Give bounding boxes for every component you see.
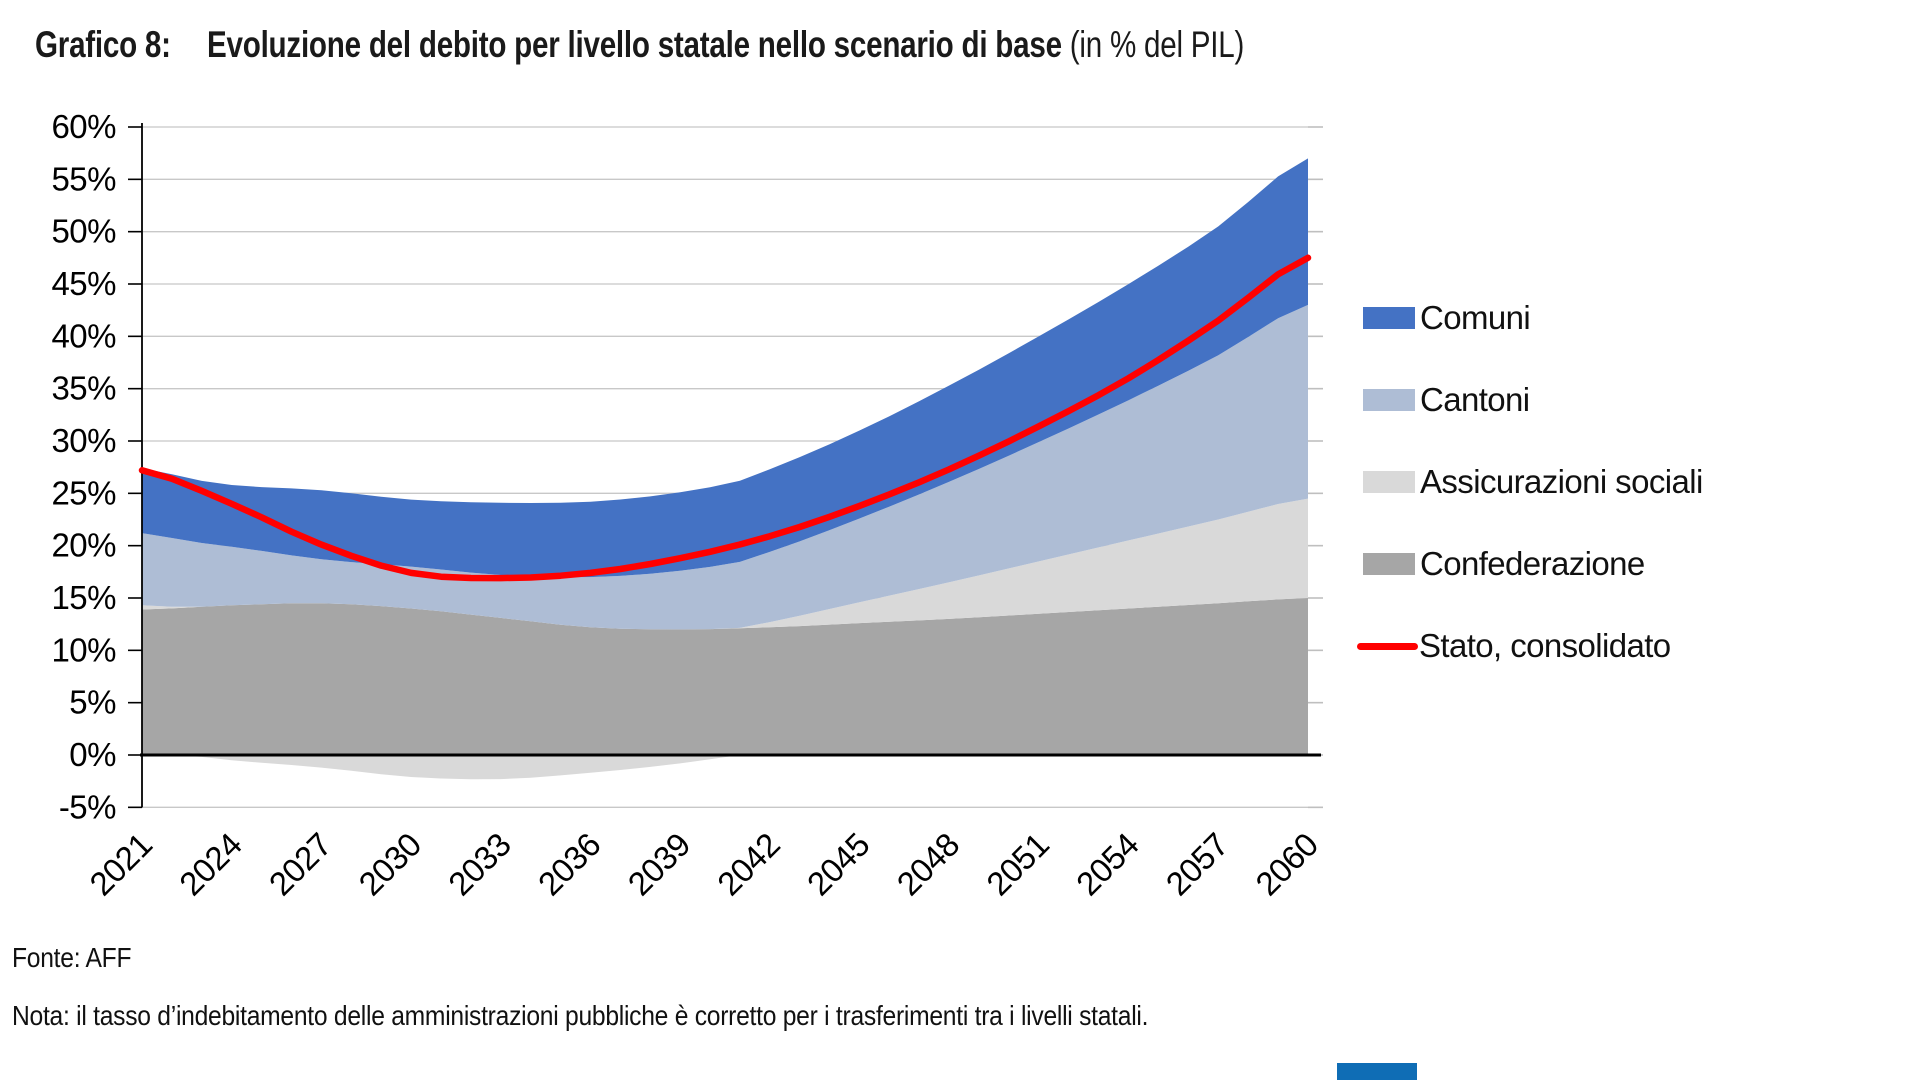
legend-item-cantoni: Cantoni bbox=[1363, 381, 1530, 418]
y-axis-tick-label: 40% bbox=[51, 317, 116, 354]
legend-label: Cantoni bbox=[1420, 381, 1530, 418]
line-stato-consolidato bbox=[138, 254, 1312, 582]
legend-label: Confederazione bbox=[1420, 545, 1645, 582]
x-axis-tick-label: 2060 bbox=[1248, 826, 1325, 903]
legend-label: Assicurazioni sociali bbox=[1420, 463, 1703, 500]
y-axis-tick-label: 20% bbox=[51, 527, 116, 564]
source-note: Fonte: AFF bbox=[12, 942, 132, 973]
x-axis-tick-label: 2045 bbox=[800, 826, 877, 903]
x-axis-tick-label: 2051 bbox=[979, 826, 1056, 903]
legend-item-confederazione: Confederazione bbox=[1363, 545, 1645, 582]
comuni-area-swatch-icon bbox=[1363, 307, 1415, 329]
y-axis-tick-label: 10% bbox=[51, 631, 116, 668]
area-assicurazioni-sociali-negative bbox=[142, 755, 1308, 780]
legend-item-assicurazioni-sociali: Assicurazioni sociali bbox=[1363, 463, 1703, 500]
cantoni-area-swatch-icon bbox=[1363, 389, 1415, 411]
area-confederazione bbox=[142, 598, 1308, 755]
footer-page-marker-square bbox=[1337, 1063, 1417, 1080]
x-axis-tick-label: 2027 bbox=[262, 826, 339, 903]
y-axis-tick-label: 25% bbox=[51, 474, 116, 511]
x-axis-tick-label: 2057 bbox=[1159, 826, 1236, 903]
y-axis-tick-label: -5% bbox=[59, 788, 116, 825]
chart-number-label: Grafico 8: bbox=[35, 24, 171, 65]
legend-item-stato-consolidato: Stato, consolidato bbox=[1357, 627, 1671, 664]
y-axis-tick-label: 30% bbox=[51, 422, 116, 459]
x-axis-tick-label: 2033 bbox=[441, 826, 518, 903]
chart-title-main: Evoluzione del debito per livello statal… bbox=[207, 24, 1062, 65]
area-comuni bbox=[142, 158, 1308, 578]
x-axis-tick-label: 2042 bbox=[710, 826, 787, 903]
legend-label: Stato, consolidato bbox=[1419, 627, 1671, 664]
x-axis-tick-label: 2054 bbox=[1069, 826, 1146, 903]
legend-label: Comuni bbox=[1420, 299, 1531, 336]
area-cantoni bbox=[142, 304, 1308, 630]
chart-title-unit: (in % del PIL) bbox=[1061, 24, 1245, 65]
x-axis-tick-label: 2039 bbox=[620, 826, 697, 903]
stato-consolidato-line-swatch-icon bbox=[1357, 642, 1418, 650]
y-axis-tick-label: 60% bbox=[51, 108, 116, 145]
confederazione-area-swatch-icon bbox=[1363, 553, 1415, 575]
area-assicurazioni-sociali-positive bbox=[142, 498, 1308, 630]
assicurazioni-sociali-area-swatch-icon bbox=[1363, 471, 1415, 493]
x-axis-tick-label: 2030 bbox=[351, 826, 428, 903]
x-axis-tick-label: 2024 bbox=[172, 826, 249, 903]
x-axis-tick-label: 2048 bbox=[889, 826, 966, 903]
x-axis-tick-label: 2021 bbox=[82, 826, 159, 903]
x-axis-tick-label: 2036 bbox=[531, 826, 608, 903]
y-axis-tick-label: 15% bbox=[51, 579, 116, 616]
chart-title: Grafico 8: Evoluzione del debito per live… bbox=[35, 24, 1244, 66]
legend-item-comuni: Comuni bbox=[1363, 299, 1531, 336]
y-axis-tick-label: 5% bbox=[69, 684, 116, 721]
y-axis-tick-label: 35% bbox=[51, 370, 116, 407]
y-axis-tick-label: 45% bbox=[51, 265, 116, 302]
method-note: Nota: il tasso d’indebitamento delle amm… bbox=[12, 1000, 1149, 1031]
y-axis-tick-label: 55% bbox=[51, 160, 116, 197]
y-axis-tick-label: 0% bbox=[69, 736, 116, 773]
y-axis-tick-label: 50% bbox=[51, 213, 116, 250]
